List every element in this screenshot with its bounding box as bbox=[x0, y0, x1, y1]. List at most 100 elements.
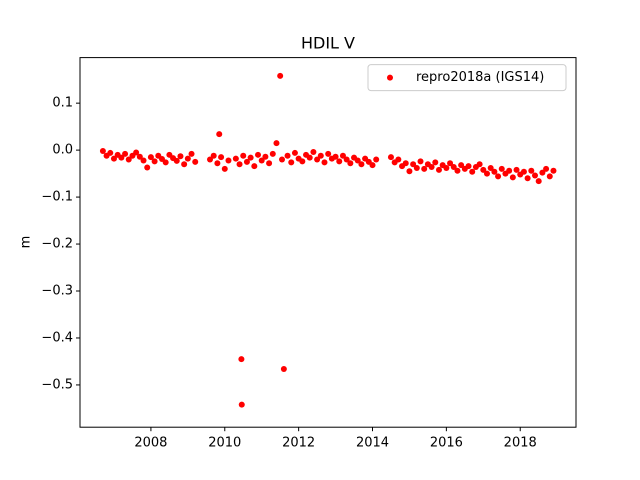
data-point bbox=[443, 164, 450, 171]
data-point bbox=[288, 159, 295, 166]
legend-box bbox=[367, 64, 567, 92]
data-point bbox=[225, 157, 232, 164]
data-point bbox=[262, 153, 269, 160]
data-point bbox=[221, 165, 228, 172]
data-point bbox=[273, 140, 280, 147]
data-point bbox=[173, 157, 180, 164]
data-point bbox=[247, 154, 254, 161]
data-point bbox=[306, 154, 313, 161]
chart-title: HDIL V bbox=[301, 34, 355, 53]
data-point bbox=[406, 168, 413, 175]
data-point bbox=[435, 166, 442, 173]
data-point bbox=[279, 156, 286, 163]
data-point bbox=[520, 168, 527, 175]
data-point bbox=[524, 175, 531, 182]
data-point bbox=[314, 156, 321, 163]
data-point bbox=[214, 160, 221, 167]
data-point bbox=[236, 161, 243, 168]
data-point bbox=[177, 153, 184, 160]
data-point bbox=[181, 161, 188, 168]
data-point bbox=[321, 159, 328, 166]
data-point bbox=[487, 164, 494, 171]
data-point bbox=[513, 166, 520, 173]
data-point bbox=[480, 166, 487, 173]
data-point bbox=[498, 165, 505, 172]
data-point bbox=[539, 169, 546, 176]
data-point bbox=[428, 164, 435, 171]
data-point bbox=[543, 165, 550, 172]
data-point bbox=[369, 162, 376, 169]
data-point bbox=[299, 158, 306, 165]
data-point bbox=[358, 161, 365, 168]
data-point bbox=[325, 150, 332, 157]
data-point bbox=[387, 154, 394, 161]
data-point bbox=[491, 168, 498, 175]
data-point bbox=[402, 160, 409, 167]
data-point bbox=[291, 149, 298, 156]
data-point bbox=[184, 155, 191, 162]
data-point bbox=[465, 163, 472, 170]
data-point bbox=[162, 159, 169, 166]
data-point bbox=[550, 167, 557, 174]
y-tick-label: −0.2 bbox=[41, 237, 73, 252]
x-tick-label: 2008 bbox=[134, 436, 167, 451]
data-point bbox=[528, 167, 535, 174]
y-tick-label: −0.4 bbox=[41, 330, 73, 345]
data-point bbox=[373, 156, 380, 163]
data-point bbox=[483, 170, 490, 177]
data-point bbox=[354, 157, 361, 164]
data-point bbox=[99, 148, 106, 155]
data-point bbox=[447, 160, 454, 167]
data-point bbox=[192, 158, 199, 165]
data-point bbox=[277, 72, 284, 79]
data-point bbox=[535, 178, 542, 185]
data-point bbox=[107, 149, 114, 156]
data-point bbox=[218, 154, 225, 161]
data-point bbox=[216, 131, 223, 138]
data-point bbox=[238, 401, 245, 408]
data-point bbox=[413, 164, 420, 171]
data-point bbox=[118, 154, 125, 161]
data-point bbox=[458, 162, 465, 169]
data-point bbox=[140, 157, 147, 164]
data-point bbox=[232, 155, 239, 162]
data-point bbox=[144, 164, 151, 171]
y-axis-label: m bbox=[19, 236, 34, 249]
x-tick-label: 2016 bbox=[430, 436, 463, 451]
data-point bbox=[243, 158, 250, 165]
data-point bbox=[125, 156, 132, 163]
data-point bbox=[240, 152, 247, 159]
data-point bbox=[238, 356, 245, 363]
x-tick-label: 2018 bbox=[504, 436, 537, 451]
data-point bbox=[258, 157, 265, 164]
data-point bbox=[339, 152, 346, 159]
data-point bbox=[495, 173, 502, 180]
data-point bbox=[421, 165, 428, 172]
data-point bbox=[532, 172, 539, 179]
x-tick-label: 2014 bbox=[356, 436, 389, 451]
data-point bbox=[450, 164, 457, 171]
legend-label: repro2018a (IGS14) bbox=[416, 70, 544, 85]
data-point bbox=[410, 161, 417, 168]
y-tick-label: 0.1 bbox=[52, 96, 73, 111]
y-tick-label: −0.1 bbox=[41, 190, 73, 205]
data-point bbox=[509, 174, 516, 181]
data-point bbox=[210, 152, 217, 159]
plot-frame bbox=[79, 57, 577, 428]
data-point bbox=[332, 153, 339, 160]
data-point bbox=[188, 150, 195, 157]
data-point bbox=[284, 152, 291, 159]
data-point bbox=[454, 167, 461, 174]
legend-marker bbox=[387, 74, 393, 81]
data-point bbox=[506, 167, 513, 174]
data-point bbox=[347, 160, 354, 167]
data-point bbox=[546, 173, 553, 180]
data-point bbox=[255, 151, 262, 158]
data-point bbox=[317, 152, 324, 159]
data-point bbox=[266, 160, 273, 167]
data-point bbox=[395, 156, 402, 163]
data-point bbox=[133, 149, 140, 156]
data-point bbox=[207, 156, 214, 163]
data-point bbox=[136, 153, 143, 160]
